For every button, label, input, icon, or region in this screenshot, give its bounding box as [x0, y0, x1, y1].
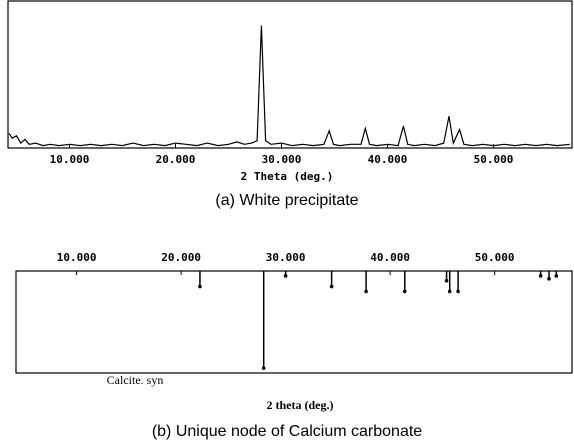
- x-tick-label: 20.000: [156, 153, 196, 166]
- stick-tip: [447, 289, 452, 294]
- stick-tip: [456, 289, 460, 294]
- phase-label: Calcite. syn: [107, 373, 164, 387]
- x-tick-label: 30.000: [266, 251, 306, 264]
- stick-tip: [198, 284, 202, 289]
- x-tick-label: 50.000: [475, 251, 515, 264]
- caption: (a) White precipitate: [215, 192, 358, 209]
- stick-tip: [364, 289, 368, 294]
- stick-tip: [538, 274, 543, 278]
- stick-tip: [261, 366, 266, 370]
- x-tick-label: 20.000: [161, 251, 201, 264]
- x-axis-label: 2 theta (deg.): [267, 398, 334, 412]
- stick-tip: [329, 284, 334, 289]
- stick-tip: [554, 274, 559, 278]
- stick-tip: [547, 276, 551, 281]
- x-tick-label: 30.000: [262, 153, 302, 166]
- stick-tip: [444, 278, 449, 283]
- stick-tip: [283, 274, 288, 278]
- x-tick-label: 10.000: [50, 153, 90, 166]
- stick-tip: [402, 289, 407, 294]
- plot-frame: [15, 270, 573, 374]
- x-tick-label: 50.000: [474, 153, 514, 166]
- x-tick-label: 40.000: [368, 153, 408, 166]
- x-tick-label: 10.000: [57, 251, 97, 264]
- x-tick-label: 40.000: [370, 251, 410, 264]
- pattern-line: [8, 25, 570, 147]
- caption: (b) Unique node of Calcium carbonate: [152, 423, 422, 440]
- x-axis-label: 2 Theta (deg.): [241, 170, 334, 183]
- plot-frame: [7, 0, 573, 149]
